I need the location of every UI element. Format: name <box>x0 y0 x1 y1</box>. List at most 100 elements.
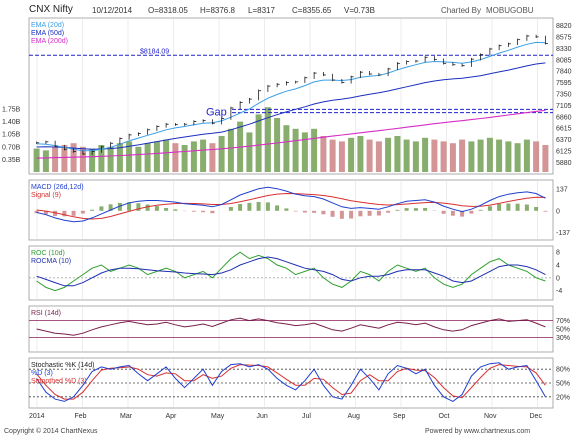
x-axis-label: Jul <box>302 413 311 420</box>
quote-close: C=8355.65 <box>292 6 332 15</box>
macd-histogram-bar <box>423 208 428 211</box>
macd-histogram-bar <box>164 208 169 211</box>
x-axis-label: Mar <box>120 413 133 420</box>
macd-histogram-bar <box>358 210 363 217</box>
macd-legend-item: Signal (9) <box>31 192 61 199</box>
powered-by-text: Powered by www.chartnexus.com <box>425 428 531 435</box>
price-tick-label: 8085 <box>556 57 572 64</box>
macd-tick-label: -137 <box>556 230 570 237</box>
macd-histogram-bar <box>386 210 391 213</box>
volume-bar <box>468 141 475 172</box>
volume-bar <box>375 141 382 172</box>
price-legend-item: EMA (200d) <box>31 38 68 45</box>
volume-bar <box>412 141 419 172</box>
x-axis-label: Oct <box>439 413 450 420</box>
copyright-text: Copyright © 2014 ChartNexus <box>4 428 98 435</box>
volume-bar <box>264 107 271 172</box>
rsi-tick-label: 30% <box>556 335 570 342</box>
ema200-line <box>36 109 546 159</box>
price-tick-label: 7595 <box>556 80 572 87</box>
volume-bar <box>477 139 484 172</box>
stochastic-legend-item: Smoothed %D (3) <box>31 378 87 385</box>
volume-bar <box>523 139 530 172</box>
macd-histogram-bar <box>108 204 113 211</box>
macd-tick-label: 0 <box>556 208 560 215</box>
stochastic-legend-item: Stochastic %K (14d) <box>31 362 94 369</box>
macd-histogram-bar <box>99 206 104 211</box>
price-tick-label: 8575 <box>556 35 572 42</box>
roc-legend-item: ROCMA (10) <box>31 258 71 265</box>
volume-bar <box>283 125 290 172</box>
x-axis-label: Feb <box>75 413 87 420</box>
macd-histogram-bar <box>376 210 381 216</box>
macd-histogram-bar <box>53 210 58 216</box>
volume-bar <box>89 148 96 172</box>
gap-label: Gap <box>206 107 227 119</box>
x-axis-label: Jun <box>257 413 268 420</box>
macd-histogram-bar <box>367 210 372 216</box>
stochastic-tick-label: 20% <box>556 394 570 401</box>
macd-histogram-bar <box>497 204 502 211</box>
volume-bar <box>514 143 521 172</box>
volume-bar <box>357 136 364 172</box>
stochastic-d-line <box>36 364 546 400</box>
volume-bar <box>496 139 503 172</box>
volume-bar <box>61 145 68 172</box>
stochastic-tick-label: 80% <box>556 367 570 374</box>
macd-histogram-bar <box>534 207 539 211</box>
volume-bar <box>403 139 410 172</box>
macd-histogram-bar <box>228 207 233 211</box>
quote-date: 10/12/2014 <box>92 6 133 15</box>
volume-tick-label: 0.70B <box>2 144 21 151</box>
macd-histogram-bar <box>127 202 132 211</box>
macd-histogram-bar <box>247 202 252 211</box>
macd-histogram-bar <box>210 210 215 214</box>
price-tick-label: 7350 <box>556 92 572 99</box>
macd-histogram-bar <box>293 210 298 212</box>
volume-tick-label: 0.35B <box>2 157 21 164</box>
macd-histogram-bar <box>34 210 39 214</box>
volume-bar <box>42 150 49 172</box>
macd-legend-item: MACD (26d,12d) <box>31 184 84 191</box>
macd-histogram-bar <box>487 206 492 211</box>
macd-panel-frame <box>28 179 554 241</box>
rsi-line <box>36 317 546 336</box>
roc-tick-label: 8 <box>556 250 560 257</box>
volume-bar <box>144 143 151 172</box>
macd-histogram-bar <box>284 208 289 211</box>
volume-bar <box>126 141 133 172</box>
rsi-panel-frame <box>28 305 554 353</box>
price-tick-label: 7105 <box>556 103 572 110</box>
roc-tick-label: 4 <box>556 263 560 270</box>
macd-histogram-bar <box>71 210 76 216</box>
roc-line <box>36 251 546 292</box>
volume-bar <box>533 141 540 172</box>
rocma-line <box>36 256 546 287</box>
price-tick-label: 7840 <box>556 69 572 76</box>
macd-histogram-bar <box>404 208 409 211</box>
macd-histogram-bar <box>256 202 261 211</box>
ema20-line <box>36 41 546 152</box>
x-axis-label: May <box>211 413 225 420</box>
x-axis-label: Dec <box>530 413 543 420</box>
volume-bar <box>107 146 114 172</box>
macd-histogram-bar <box>173 209 178 211</box>
volume-bar <box>274 118 281 172</box>
macd-line <box>36 186 546 223</box>
macd-histogram-bar <box>478 209 483 211</box>
volume-bar <box>431 139 438 172</box>
volume-bar <box>486 137 493 172</box>
volume-bar <box>385 137 392 172</box>
macd-histogram-bar <box>349 210 354 219</box>
roc-panel-frame <box>28 245 554 301</box>
macd-histogram-bar <box>543 210 548 212</box>
symbol-title: CNX Nifty <box>29 4 73 15</box>
volume-bar <box>218 136 225 172</box>
ema50-line <box>36 62 546 150</box>
price-tick-label: 8820 <box>556 23 572 30</box>
volume-bar <box>163 139 170 172</box>
volume-bar <box>292 128 299 172</box>
macd-histogram-bar <box>524 204 529 211</box>
macd-histogram-bar <box>145 204 150 211</box>
